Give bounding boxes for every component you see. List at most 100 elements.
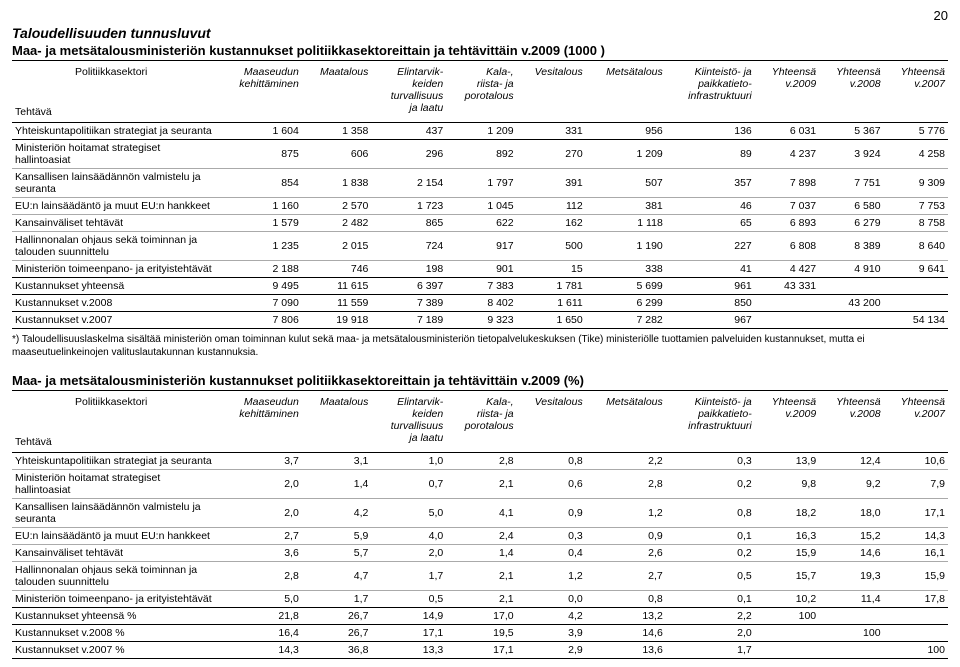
col-h-8: Yhteensäv.2008 [819, 65, 883, 123]
row-label: Yhteiskuntapolitiikan strategiat ja seur… [12, 453, 218, 470]
cell: 17,1 [884, 499, 948, 528]
cell: 9 495 [218, 278, 302, 295]
cell: 4,1 [446, 499, 516, 528]
table2-body: Yhteiskuntapolitiikan strategiat ja seur… [12, 453, 948, 659]
cell: 1 209 [586, 140, 666, 169]
cell: 10,6 [884, 453, 948, 470]
cell: 12,4 [819, 453, 883, 470]
cell: 7,9 [884, 470, 948, 499]
table-row: Kustannukset v.20077 80619 9187 1899 323… [12, 312, 948, 329]
cell: 2,4 [446, 528, 516, 545]
cell: 2 482 [302, 215, 372, 232]
cell: 1 611 [517, 295, 586, 312]
cell: 1 650 [517, 312, 586, 329]
cell: 7 389 [371, 295, 446, 312]
col2-left2: Politiikkasektori [15, 396, 215, 408]
table-row: EU:n lainsäädäntö ja muut EU:n hankkeet2… [12, 528, 948, 545]
cell [819, 642, 883, 659]
footnote: *) Taloudellisuuslaskelma sisältää minis… [12, 333, 948, 359]
page-number: 20 [12, 8, 948, 23]
col2-left1: Tehtävä [15, 436, 215, 448]
cell: 381 [586, 198, 666, 215]
cell: 19,5 [446, 625, 516, 642]
cell: 227 [666, 232, 755, 261]
row-label: Kansainväliset tehtävät [12, 545, 218, 562]
cell: 5,0 [218, 591, 302, 608]
row-label: Kansallisen lainsäädännön valmistelu ja … [12, 169, 218, 198]
cell: 11 615 [302, 278, 372, 295]
cell: 622 [446, 215, 516, 232]
cell: 746 [302, 261, 372, 278]
table-row: Kustannukset yhteensä %21,826,714,917,04… [12, 608, 948, 625]
cell: 21,8 [218, 608, 302, 625]
cell: 5,7 [302, 545, 372, 562]
table-row: Yhteiskuntapolitiikan strategiat ja seur… [12, 453, 948, 470]
cell: 7 753 [884, 198, 948, 215]
cell: 16,1 [884, 545, 948, 562]
row-label: Ministeriön toimeenpano- ja erityistehtä… [12, 591, 218, 608]
col-h-3: Kala-,riista- japorotalous [446, 65, 516, 123]
cell: 1,2 [586, 499, 666, 528]
cell: 36,8 [302, 642, 372, 659]
cell: 1 797 [446, 169, 516, 198]
cell: 0,7 [371, 470, 446, 499]
cell: 15 [517, 261, 586, 278]
cell: 4 237 [755, 140, 819, 169]
cell: 43 331 [755, 278, 819, 295]
cell: 956 [586, 123, 666, 140]
table-row: Kustannukset v.20087 09011 5597 3898 402… [12, 295, 948, 312]
col2-h-3: Kala-,riista- japorotalous [446, 395, 516, 453]
cell: 3,7 [218, 453, 302, 470]
cell: 338 [586, 261, 666, 278]
cell: 7 383 [446, 278, 516, 295]
cell: 54 134 [884, 312, 948, 329]
cell: 9,8 [755, 470, 819, 499]
cell: 4,0 [371, 528, 446, 545]
cell: 854 [218, 169, 302, 198]
cell: 14,3 [218, 642, 302, 659]
cell: 5,9 [302, 528, 372, 545]
cell: 4 910 [819, 261, 883, 278]
cell: 9,2 [819, 470, 883, 499]
cell: 606 [302, 140, 372, 169]
row-label: Ministeriön hoitamat strategiset hallint… [12, 470, 218, 499]
col2-h-8: Yhteensäv.2008 [819, 395, 883, 453]
cell: 850 [666, 295, 755, 312]
cell: 15,9 [755, 545, 819, 562]
cell: 6 808 [755, 232, 819, 261]
col-left2: Politiikkasektori [15, 66, 215, 78]
cell: 917 [446, 232, 516, 261]
table-row: Ministeriön toimeenpano- ja erityistehtä… [12, 261, 948, 278]
table-row: Hallinnonalan ohjaus sekä toiminnan ja t… [12, 232, 948, 261]
row-label: EU:n lainsäädäntö ja muut EU:n hankkeet [12, 198, 218, 215]
cell: 13,2 [586, 608, 666, 625]
cell: 17,1 [446, 642, 516, 659]
table-row: Yhteiskuntapolitiikan strategiat ja seur… [12, 123, 948, 140]
cell: 5 699 [586, 278, 666, 295]
row-label: Kustannukset v.2007 % [12, 642, 218, 659]
cell: 100 [755, 608, 819, 625]
cell: 112 [517, 198, 586, 215]
cell: 3 924 [819, 140, 883, 169]
main-header: Taloudellisuuden tunnusluvut [12, 25, 948, 41]
cell: 9 309 [884, 169, 948, 198]
cell: 4,2 [517, 608, 586, 625]
cell: 0,9 [586, 528, 666, 545]
cell [819, 608, 883, 625]
cell: 0,5 [371, 591, 446, 608]
col2-h-1: Maatalous [302, 395, 372, 453]
row-label: Kustannukset v.2008 [12, 295, 218, 312]
cell: 17,8 [884, 591, 948, 608]
col-header-left: Politiikkasektori Tehtävä [12, 65, 218, 123]
cell [755, 312, 819, 329]
table2-title: Maa- ja metsätalousministeriön kustannuk… [12, 373, 948, 391]
cell: 14,3 [884, 528, 948, 545]
table-row: Ministeriön toimeenpano- ja erityistehtä… [12, 591, 948, 608]
cell: 1 209 [446, 123, 516, 140]
cell: 17,1 [371, 625, 446, 642]
cell: 1 190 [586, 232, 666, 261]
cell: 2,0 [218, 470, 302, 499]
cell: 2,7 [586, 562, 666, 591]
cell: 89 [666, 140, 755, 169]
cell: 7 090 [218, 295, 302, 312]
